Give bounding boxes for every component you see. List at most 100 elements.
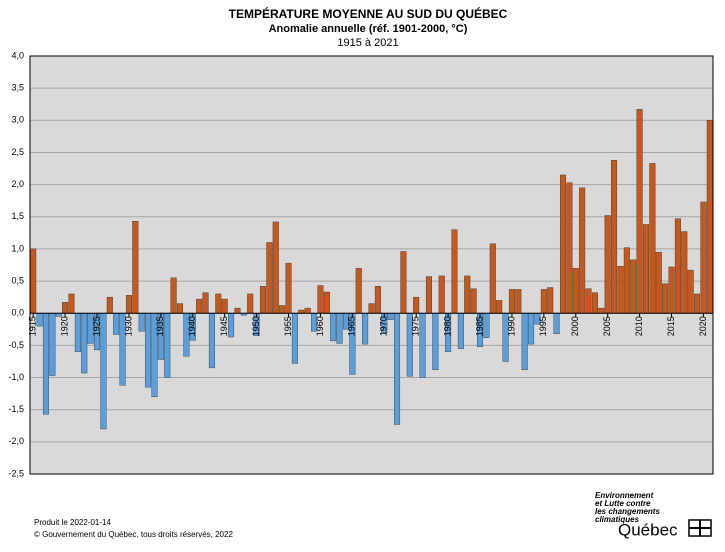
bar xyxy=(623,247,630,314)
bar xyxy=(579,187,586,314)
bar xyxy=(132,221,139,314)
bar xyxy=(164,313,171,378)
x-tick-label: 1995 xyxy=(538,316,548,336)
bar xyxy=(464,275,471,314)
bar xyxy=(106,296,113,314)
logo-line: climatiques xyxy=(595,515,640,524)
bar xyxy=(330,313,337,342)
bar xyxy=(74,313,81,353)
x-tick-label: 1975 xyxy=(411,316,421,336)
x-tick-label: 2010 xyxy=(634,316,644,336)
bar xyxy=(36,313,43,327)
x-tick-label: 1950 xyxy=(251,316,261,336)
logo-line: et Lutte contre xyxy=(595,499,651,508)
bar xyxy=(559,174,567,314)
bar xyxy=(611,159,618,314)
logo-flag xyxy=(688,519,712,537)
bar xyxy=(400,251,407,314)
bar xyxy=(591,292,598,314)
x-tick-label: 1990 xyxy=(506,316,516,336)
logo-line: Environnement xyxy=(595,491,654,500)
bar xyxy=(215,293,222,314)
y-tick-label: 1,5 xyxy=(11,211,24,221)
bar xyxy=(234,307,241,314)
bar xyxy=(566,182,573,314)
x-tick-label: 1920 xyxy=(59,316,69,336)
bar xyxy=(125,295,132,314)
x-tick-label: 1945 xyxy=(219,316,229,336)
x-tick-label: 1960 xyxy=(315,316,325,336)
bar xyxy=(604,215,611,314)
bar xyxy=(42,313,49,415)
bar xyxy=(508,289,515,314)
bar xyxy=(304,307,311,314)
bar xyxy=(49,313,56,376)
bar xyxy=(259,286,266,314)
bar xyxy=(279,305,286,314)
bar xyxy=(317,285,324,314)
bar xyxy=(681,231,688,314)
chart-subtitle: Anomalie annuelle (réf. 1901-2000, °C) xyxy=(269,23,468,35)
bar xyxy=(470,288,477,314)
bar xyxy=(547,287,554,314)
bar xyxy=(649,163,656,314)
bar xyxy=(438,275,445,314)
y-tick-label: 2,0 xyxy=(11,179,24,189)
y-tick-label: 3,5 xyxy=(11,83,24,93)
x-tick-label: 2000 xyxy=(570,316,580,336)
y-tick-label: 1,0 xyxy=(11,243,24,253)
x-tick-label: 1940 xyxy=(187,316,197,336)
x-tick-label: 2015 xyxy=(666,316,676,336)
bar xyxy=(374,286,381,314)
x-tick-label: 1965 xyxy=(347,316,357,336)
bar xyxy=(572,268,579,314)
bar xyxy=(355,268,362,314)
bar xyxy=(221,298,228,314)
bar xyxy=(489,243,496,314)
bar xyxy=(598,307,605,314)
bar xyxy=(483,313,490,338)
x-tick-label: 1930 xyxy=(123,316,133,336)
x-tick-label: 1915 xyxy=(28,316,38,336)
plot-area xyxy=(30,56,713,474)
y-tick-label: 4,0 xyxy=(11,50,24,60)
y-tick-label: 3,0 xyxy=(11,115,24,125)
bar xyxy=(176,303,184,314)
chart-period: 1915 à 2021 xyxy=(337,37,398,49)
bar xyxy=(368,303,375,314)
bar xyxy=(202,292,209,314)
logo-line: les changements xyxy=(595,507,660,516)
bar xyxy=(457,313,464,349)
chart-title: TEMPÉRATURE MOYENNE AU SUD DU QUÉBEC xyxy=(229,6,508,21)
x-tick-label: 1925 xyxy=(91,316,101,336)
bar xyxy=(362,313,369,345)
bar xyxy=(323,291,330,314)
x-tick-label: 2020 xyxy=(698,316,708,336)
bar xyxy=(247,293,254,314)
bar xyxy=(662,283,669,314)
bar xyxy=(272,221,279,314)
bar xyxy=(655,251,662,314)
y-tick-label: 0,5 xyxy=(11,275,24,285)
bar xyxy=(425,276,432,314)
bar xyxy=(540,289,547,314)
bar xyxy=(113,313,120,335)
bar xyxy=(68,293,75,314)
logo-name: Québec xyxy=(618,520,678,539)
footer-copyright: © Gouvernement du Québec, tous droits ré… xyxy=(34,530,233,539)
footer-produced: Produit le 2022-01-14 xyxy=(34,518,111,527)
bar xyxy=(419,313,426,378)
x-tick-label: 1935 xyxy=(155,316,165,336)
bar xyxy=(674,218,681,314)
y-tick-label: -2,0 xyxy=(8,436,24,446)
y-tick-label: 0,0 xyxy=(11,308,24,318)
bar xyxy=(100,313,107,430)
bar xyxy=(413,296,420,314)
x-tick-label: 1970 xyxy=(379,316,389,336)
bar xyxy=(636,109,643,314)
y-tick-label: -1,5 xyxy=(8,404,24,414)
bar xyxy=(694,293,701,314)
bar xyxy=(145,313,152,388)
bar xyxy=(451,229,458,314)
bar xyxy=(687,269,694,314)
